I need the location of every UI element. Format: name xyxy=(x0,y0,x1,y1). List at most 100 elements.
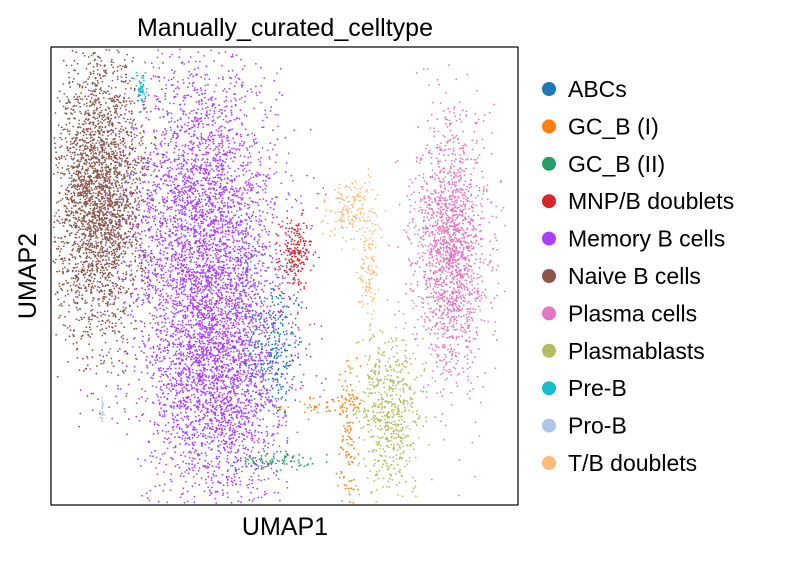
data-point xyxy=(174,221,177,223)
data-point xyxy=(145,492,148,495)
data-point xyxy=(234,439,237,442)
data-point xyxy=(220,139,223,141)
data-point xyxy=(178,148,181,151)
data-point xyxy=(223,88,226,90)
data-point xyxy=(273,327,275,330)
data-point xyxy=(159,259,162,262)
data-point xyxy=(167,285,170,287)
data-point xyxy=(202,126,205,129)
data-point xyxy=(303,411,306,413)
data-point xyxy=(145,161,147,164)
data-point xyxy=(167,301,169,304)
data-point xyxy=(143,108,145,111)
data-point xyxy=(177,184,179,187)
data-point xyxy=(180,428,183,431)
data-point xyxy=(285,367,288,370)
data-point xyxy=(235,187,237,190)
data-point xyxy=(260,381,262,383)
data-point xyxy=(164,338,167,341)
data-point xyxy=(164,265,166,268)
data-point xyxy=(135,127,138,130)
data-point xyxy=(300,202,303,205)
data-point xyxy=(269,361,272,364)
data-point xyxy=(177,223,179,225)
data-point xyxy=(199,225,202,228)
data-point xyxy=(250,395,252,397)
data-point xyxy=(216,322,218,325)
data-point xyxy=(241,241,244,243)
data-point xyxy=(242,267,245,269)
data-point xyxy=(164,219,167,222)
data-point xyxy=(212,387,215,390)
data-point xyxy=(297,326,300,329)
data-point xyxy=(196,136,198,139)
data-point xyxy=(347,425,350,427)
data-point xyxy=(223,202,226,204)
data-point xyxy=(308,240,311,243)
data-point xyxy=(193,333,196,335)
data-point xyxy=(212,157,215,160)
data-point xyxy=(154,107,157,110)
data-point xyxy=(198,414,200,417)
data-point xyxy=(260,398,262,401)
data-point xyxy=(216,230,219,233)
data-point xyxy=(166,501,169,504)
data-point xyxy=(197,67,200,69)
data-point xyxy=(263,368,266,370)
data-point xyxy=(309,397,311,400)
data-point xyxy=(230,55,233,58)
data-point xyxy=(285,249,287,252)
data-point xyxy=(196,91,199,94)
data-point xyxy=(341,440,344,443)
data-point xyxy=(171,414,174,417)
data-point xyxy=(241,310,244,312)
data-point xyxy=(301,212,304,215)
data-point xyxy=(255,288,258,291)
data-point xyxy=(178,156,181,159)
data-point xyxy=(227,121,229,124)
data-point xyxy=(246,213,248,216)
data-point xyxy=(192,165,194,168)
data-point xyxy=(222,168,225,170)
data-point xyxy=(157,323,160,326)
data-point xyxy=(176,124,179,127)
data-point xyxy=(248,242,250,245)
data-point xyxy=(226,207,229,209)
data-point xyxy=(265,343,268,345)
data-point xyxy=(200,452,203,455)
data-point xyxy=(293,294,295,296)
data-point xyxy=(224,306,227,309)
data-point xyxy=(315,406,318,409)
data-point xyxy=(186,203,189,205)
data-point xyxy=(342,448,345,451)
data-point xyxy=(107,226,109,229)
data-point xyxy=(254,343,256,345)
data-point xyxy=(303,465,306,467)
data-point xyxy=(231,327,233,329)
data-point xyxy=(210,324,213,327)
data-point xyxy=(252,283,255,286)
data-point xyxy=(208,183,211,185)
data-point xyxy=(156,209,159,211)
data-point xyxy=(191,187,194,190)
data-point xyxy=(255,255,258,257)
data-point xyxy=(197,408,200,411)
data-point xyxy=(232,248,234,250)
data-point xyxy=(235,384,237,387)
data-point xyxy=(209,202,212,205)
data-point xyxy=(234,307,237,310)
data-point xyxy=(194,164,196,167)
data-point xyxy=(227,291,229,293)
data-point xyxy=(236,133,238,136)
data-point xyxy=(220,321,223,323)
data-point xyxy=(247,358,250,360)
data-point xyxy=(245,115,248,117)
data-point xyxy=(237,338,240,341)
data-point xyxy=(149,279,151,281)
data-point xyxy=(217,232,220,234)
data-point xyxy=(194,345,197,348)
data-point xyxy=(271,197,273,200)
data-point xyxy=(225,154,228,157)
data-point xyxy=(239,258,242,261)
data-point xyxy=(193,357,196,360)
